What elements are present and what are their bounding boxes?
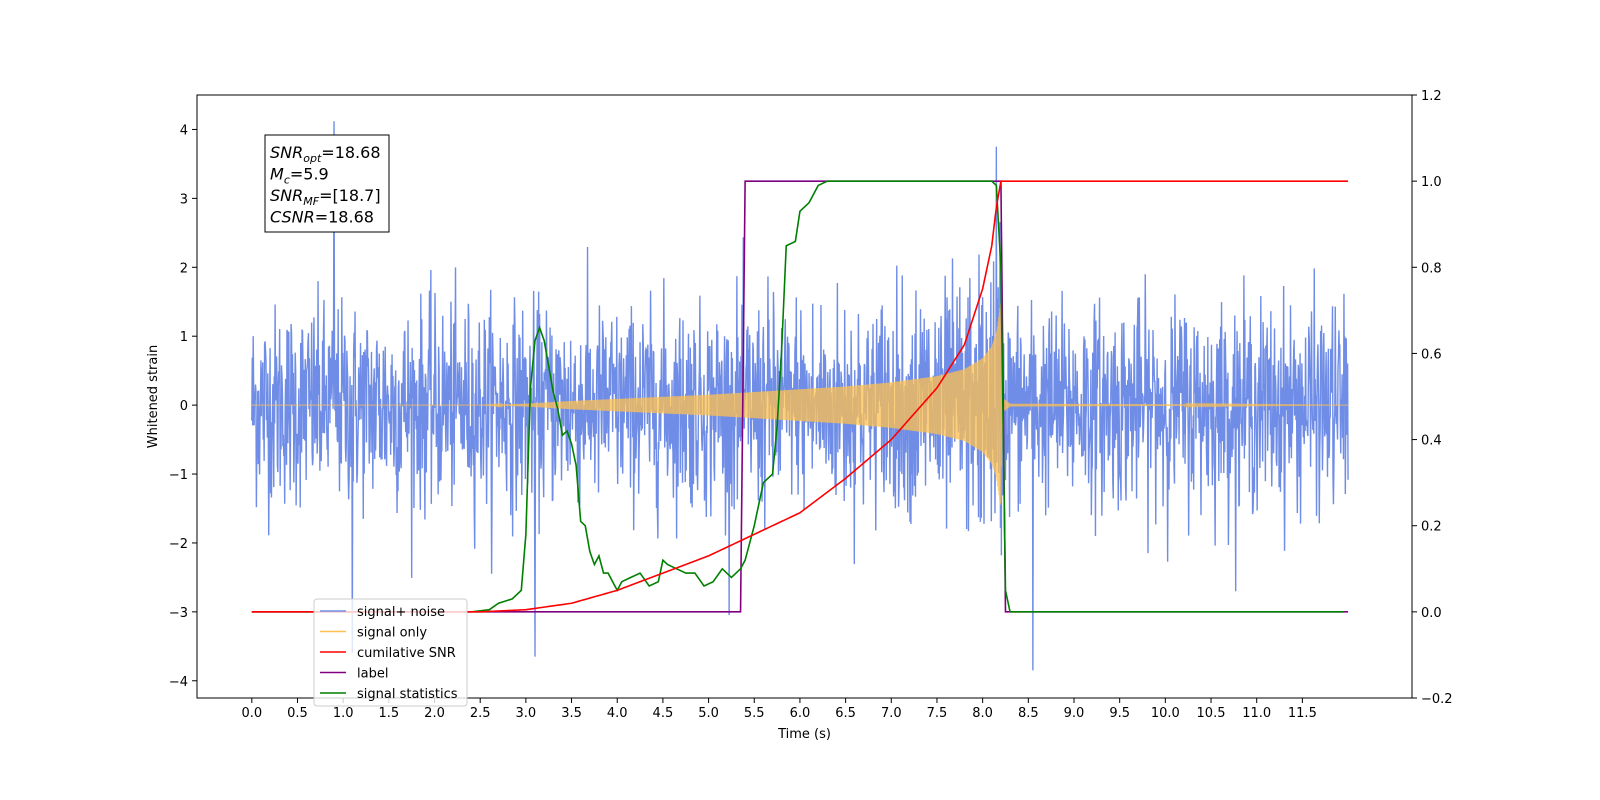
legend-entry-label: label: [357, 667, 388, 682]
annotation-line: SNRMF=[18.7]: [270, 186, 381, 208]
right-y-tick-label: 0.2: [1421, 520, 1442, 535]
y-tick-label: 4: [180, 123, 188, 138]
x-tick-label: 6.0: [790, 706, 811, 721]
x-tick-label: 9.5: [1109, 706, 1130, 721]
legend-entry-label: signal statistics: [357, 687, 458, 702]
annotation-symbol: SNR: [270, 186, 303, 205]
x-tick-label: 9.0: [1064, 706, 1085, 721]
legend-frame: [313, 598, 468, 707]
annotation-line: Mc=5.9: [270, 165, 329, 187]
x-tick-label: 8.0: [972, 706, 993, 721]
y-tick-label: −2: [169, 537, 188, 552]
x-axis-ticks: 0.0 0.5 1.0 1.5 2.0 2.5 3.0 3.5 4.0 4.5 5.0 5.5 6.0 6…: [241, 698, 1317, 721]
x-tick-label: 4.0: [607, 706, 628, 721]
annotation-line: CSNR=18.68: [270, 208, 374, 227]
x-tick-label: 2.0: [424, 706, 445, 721]
annotation-frame: [264, 134, 390, 233]
annotation-subscript: c: [284, 174, 290, 187]
x-tick-label: 1.5: [378, 706, 399, 721]
right-y-tick-label: 0.0: [1421, 606, 1442, 621]
right-y-tick-label: 1.2: [1421, 89, 1442, 104]
annotation-value: =[18.7]: [319, 186, 381, 205]
x-axis-label: Time (s): [777, 727, 831, 742]
legend-entry-label: cumilative SNR: [357, 646, 456, 661]
x-tick-label: 0.0: [241, 706, 262, 721]
y-tick-label: 0: [180, 399, 188, 414]
legend-entry-label: signal+ noise: [357, 605, 445, 620]
x-tick-label: 11.5: [1288, 706, 1317, 721]
annotation-symbol: SNR: [270, 143, 303, 162]
y-tick-label: 1: [180, 330, 188, 345]
x-tick-label: 0.5: [287, 706, 308, 721]
x-tick-label: 1.0: [333, 706, 354, 721]
y-tick-label: 3: [180, 192, 188, 207]
y-axis-ticks: 4 3 2 1 0 −1 −2 −3 −4: [169, 123, 197, 690]
x-tick-label: 10.5: [1197, 706, 1226, 721]
y-tick-label: −4: [169, 675, 188, 690]
y-axis-label: Whitened strain: [146, 345, 161, 448]
annotation-value: =18.68: [315, 208, 374, 227]
right-y-tick-label: 0.6: [1421, 347, 1442, 362]
annotation-subscript: opt: [303, 152, 322, 165]
x-tick-label: 5.0: [698, 706, 719, 721]
x-tick-label: 7.0: [881, 706, 902, 721]
axes-frame: [196, 94, 1413, 699]
legend: signal+ noise signal only cumilative SNR la…: [313, 598, 468, 707]
signal-series-layer: [251, 303, 1349, 505]
right-y-tick-label: 0.4: [1421, 434, 1442, 449]
x-tick-label: 3.5: [561, 706, 582, 721]
annotation-line: SNRopt=18.68: [270, 143, 381, 165]
x-tick-label: 5.5: [744, 706, 765, 721]
x-tick-label: 8.5: [1018, 706, 1039, 721]
y-tick-label: −1: [169, 468, 188, 483]
right-y-tick-label: 0.8: [1421, 261, 1442, 276]
x-tick-label: 11.0: [1242, 706, 1271, 721]
annotation-value: =18.68: [321, 143, 380, 162]
annotation-symbol: CSNR: [270, 208, 315, 227]
right-y-tick-label: 1.0: [1421, 175, 1442, 190]
annotation-symbol: M: [270, 165, 284, 184]
x-tick-label: 3.0: [516, 706, 537, 721]
y-tick-label: 2: [180, 261, 188, 276]
annotation-subscript: MF: [303, 195, 319, 208]
x-tick-label: 7.5: [927, 706, 948, 721]
x-tick-label: 6.5: [835, 706, 856, 721]
series-signal-only-line: [251, 303, 1349, 505]
right-y-tick-label: −0.2: [1421, 692, 1453, 707]
annotation-value: =5.9: [290, 165, 329, 184]
right-y-axis-ticks: 1.2 1.0 0.8 0.6 0.4 0.2 0.0 −0.2: [1412, 89, 1453, 707]
x-tick-label: 10.0: [1151, 706, 1180, 721]
x-tick-label: 2.5: [470, 706, 491, 721]
y-tick-label: −3: [169, 606, 188, 621]
x-tick-label: 4.5: [653, 706, 674, 721]
legend-entry-label: signal only: [357, 626, 427, 641]
